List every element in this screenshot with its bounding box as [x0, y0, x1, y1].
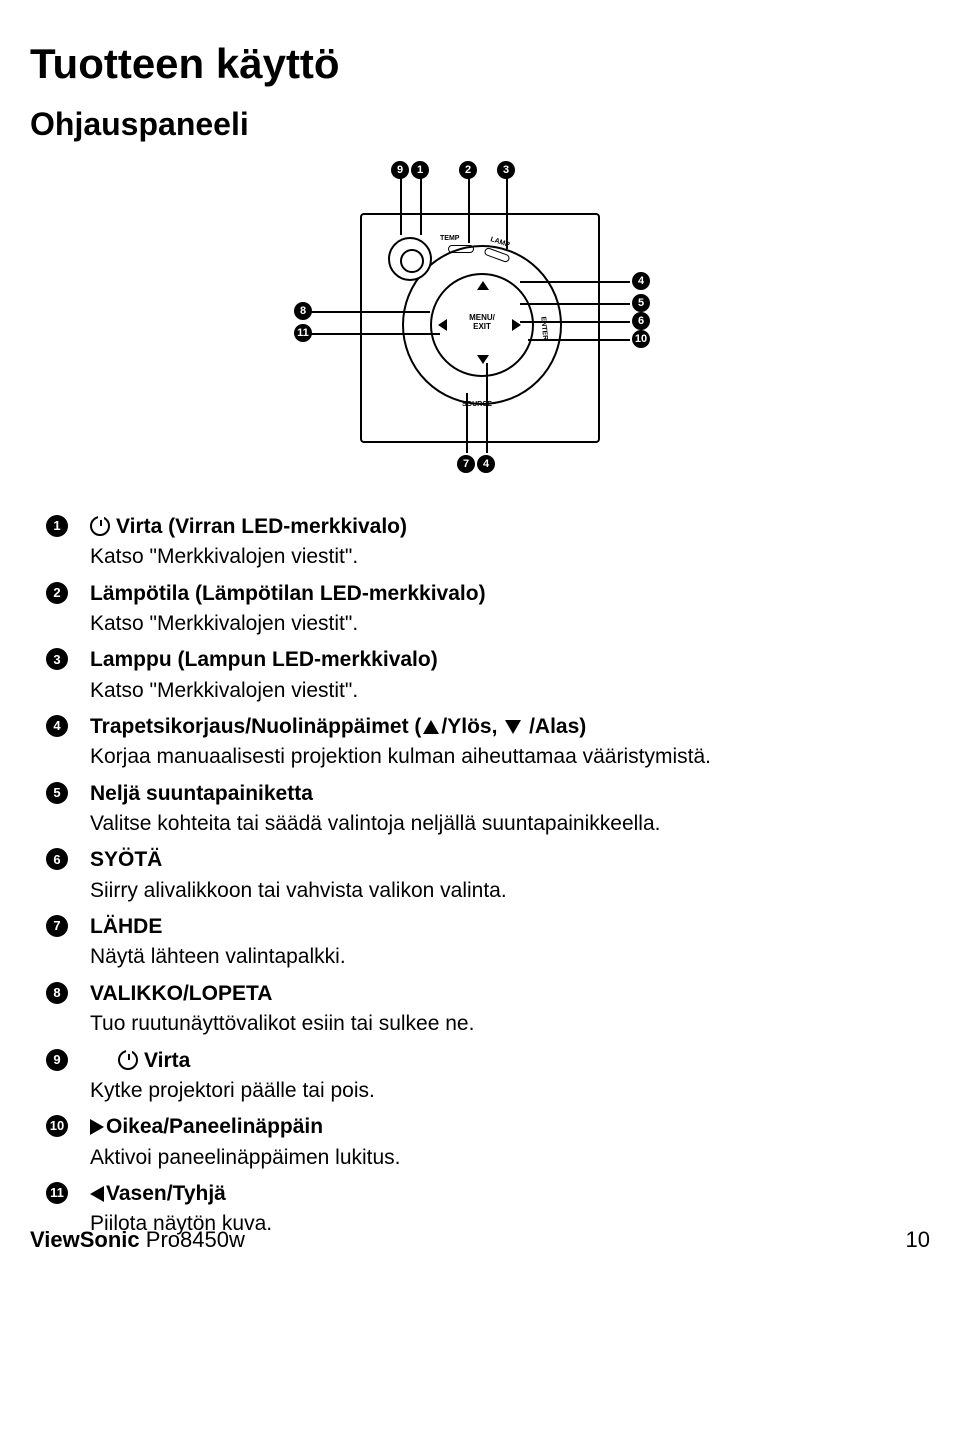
- up-arrow-icon: [477, 281, 489, 290]
- list-item: 2 Lämpötila (Lämpötilan LED-merkkivalo) …: [90, 580, 890, 639]
- item-num: 3: [46, 648, 68, 670]
- callout-8: 8: [294, 302, 312, 320]
- item-title: Trapetsikorjaus/Nuolinäppäimet (/Ylös, /…: [90, 713, 890, 741]
- item-num: 11: [46, 1182, 68, 1204]
- footer-brand: ViewSonic: [30, 1227, 140, 1252]
- callout-6: 6: [632, 312, 650, 330]
- item-title: Vasen/Tyhjä: [106, 1182, 226, 1205]
- item-num: 4: [46, 715, 68, 737]
- list-item: 3 Lamppu (Lampun LED-merkkivalo) Katso "…: [90, 646, 890, 705]
- temp-led-graphic: [448, 245, 474, 253]
- power-button-graphic: [388, 237, 432, 281]
- control-panel-diagram: TEMP LAMP ENTER SOURCE MENU/ EXIT 9 1 2 …: [30, 163, 930, 483]
- item-num: 6: [46, 848, 68, 870]
- item-desc: Kytke projektori päälle tai pois.: [90, 1077, 890, 1105]
- callout-2: 2: [459, 161, 477, 179]
- page-footer: ViewSonic Pro8450w 10: [30, 1227, 930, 1253]
- item-title: LÄHDE: [90, 915, 162, 938]
- panel-outline: TEMP LAMP ENTER SOURCE MENU/ EXIT: [360, 213, 600, 443]
- callout-7: 7: [457, 455, 475, 473]
- list-item: 9 Virta Kytke projektori päälle tai pois…: [90, 1047, 890, 1106]
- item-num: 9: [46, 1049, 68, 1071]
- item-desc: Korjaa manuaalisesti projektion kulman a…: [90, 743, 890, 771]
- temp-label: TEMP: [440, 235, 459, 242]
- item-title: SYÖTÄ: [90, 848, 162, 871]
- list-item: 6 SYÖTÄ Siirry alivalikkoon tai vahvista…: [90, 846, 890, 905]
- item-desc: Katso "Merkkivalojen viestit".: [90, 610, 890, 638]
- item-title: Neljä suuntapainiketta: [90, 782, 313, 805]
- item-title: Lämpötila (Lämpötilan LED-merkkivalo): [90, 582, 486, 605]
- power-icon: [90, 516, 110, 536]
- item-title: Virta: [144, 1049, 190, 1072]
- callout-1: 1: [411, 161, 429, 179]
- list-item: 7 LÄHDE Näytä lähteen valintapalkki.: [90, 913, 890, 972]
- item-title: Lamppu (Lampun LED-merkkivalo): [90, 648, 438, 671]
- power-icon: [118, 1050, 138, 1070]
- list-item: 8 VALIKKO/LOPETA Tuo ruutunäyttövalikot …: [90, 980, 890, 1039]
- page-title: Tuotteen käyttö: [30, 40, 930, 88]
- list-item: 5 Neljä suuntapainiketta Valitse kohteit…: [90, 780, 890, 839]
- callout-11: 11: [294, 324, 312, 342]
- callout-3: 3: [497, 161, 515, 179]
- item-num: 1: [46, 515, 68, 537]
- list-item: 4 Trapetsikorjaus/Nuolinäppäimet (/Ylös,…: [90, 713, 890, 772]
- legend-list: 1 Virta (Virran LED-merkkivalo) Katso "M…: [30, 513, 930, 1239]
- callout-4r: 4: [632, 272, 650, 290]
- item-num: 8: [46, 982, 68, 1004]
- item-num: 10: [46, 1115, 68, 1137]
- item-num: 5: [46, 782, 68, 804]
- item-desc: Siirry alivalikkoon tai vahvista valikon…: [90, 877, 890, 905]
- list-item: 10 Oikea/Paneelinäppäin Aktivoi paneelin…: [90, 1113, 890, 1172]
- right-triangle-icon: [90, 1119, 104, 1135]
- item-title: VALIKKO/LOPETA: [90, 982, 272, 1005]
- footer-model: Pro8450w: [146, 1227, 245, 1252]
- item-desc: Aktivoi paneelinäppäimen lukitus.: [90, 1144, 890, 1172]
- left-arrow-icon: [438, 319, 447, 331]
- item-desc: Katso "Merkkivalojen viestit".: [90, 677, 890, 705]
- callout-4b: 4: [477, 455, 495, 473]
- list-item: 1 Virta (Virran LED-merkkivalo) Katso "M…: [90, 513, 890, 572]
- up-triangle-icon: [423, 720, 439, 734]
- item-desc: Näytä lähteen valintapalkki.: [90, 943, 890, 971]
- item-title: Oikea/Paneelinäppäin: [106, 1115, 323, 1138]
- page-subtitle: Ohjauspaneeli: [30, 106, 930, 143]
- menu-exit-label: MENU/ EXIT: [462, 313, 502, 331]
- down-triangle-icon: [505, 720, 521, 734]
- item-desc: Tuo ruutunäyttövalikot esiin tai sulkee …: [90, 1010, 890, 1038]
- item-num: 7: [46, 915, 68, 937]
- footer-page-number: 10: [906, 1227, 930, 1253]
- callout-5: 5: [632, 294, 650, 312]
- item-title: Virta (Virran LED-merkkivalo): [116, 515, 407, 538]
- callout-10: 10: [632, 330, 650, 348]
- item-desc: Valitse kohteita tai säädä valintoja nel…: [90, 810, 890, 838]
- left-triangle-icon: [90, 1186, 104, 1202]
- item-num: 2: [46, 582, 68, 604]
- item-desc: Katso "Merkkivalojen viestit".: [90, 543, 890, 571]
- callout-9: 9: [391, 161, 409, 179]
